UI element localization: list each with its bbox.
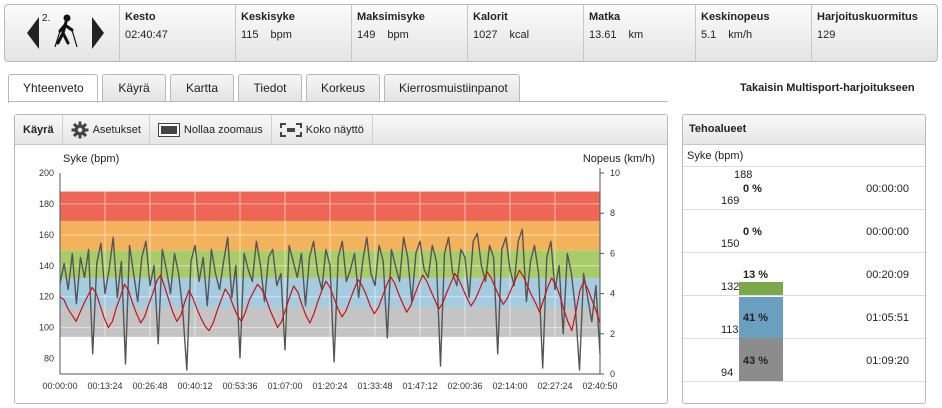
zone-percentage: 41 %	[743, 312, 769, 324]
settings-button[interactable]: Asetukset	[63, 115, 150, 144]
zone-row: 188 169 0 % 00:00:00	[683, 167, 925, 210]
workout-stats-bar: 2. Kesto 02:40:47 Keskisyke 115 bpm Maksi…	[4, 4, 938, 62]
zone-row: 113 41 % 01:05:51	[683, 296, 925, 339]
y-left-axis-title: Syke (bpm)	[63, 153, 119, 165]
stat-distance: Matka 13.61 km	[584, 5, 696, 61]
x-tick-label-0: 00:00:00	[42, 381, 77, 391]
zones-title: Tehoalueet	[683, 115, 925, 145]
x-tick-label-2: 00:26:48	[132, 381, 167, 391]
zone-lower-limit: 132	[721, 281, 740, 293]
y-left-tick-label-1: 100	[39, 323, 54, 333]
next-arrow-icon[interactable]	[92, 17, 104, 49]
x-tick-label-11: 02:27:24	[537, 381, 572, 391]
tab-bar: Yhteenveto Käyrä Kartta Tiedot Korkeus K…	[8, 74, 524, 103]
zone-time: 00:20:09	[866, 269, 909, 281]
reset-zoom-button[interactable]: Nollaa zoomaus	[150, 115, 272, 144]
y-left-tick-label-3: 140	[39, 261, 54, 271]
zone-time: 00:00:00	[866, 183, 909, 195]
fullscreen-button[interactable]: Koko näyttö	[272, 115, 373, 144]
tab-altitude[interactable]: Korkeus	[306, 74, 380, 102]
tab-summary[interactable]: Yhteenveto	[8, 74, 98, 103]
zone-percentage: 0 %	[743, 183, 762, 195]
zone-row: 132 13 % 00:20:09	[683, 253, 925, 296]
heart-rate-series	[59, 269, 601, 332]
zone-percentage: 43 %	[743, 355, 769, 367]
zone-upper-limit: 188	[734, 169, 753, 181]
x-tick-label-3: 00:40:12	[177, 381, 212, 391]
y-right-tick-label-0: 0	[610, 369, 615, 379]
x-tick-label-1: 00:13:24	[87, 381, 122, 391]
tab-graph[interactable]: Käyrä	[102, 74, 166, 102]
nordic-walking-icon	[54, 14, 78, 48]
reset-zoom-icon	[157, 122, 180, 137]
zone-time: 01:09:20	[866, 355, 909, 367]
y-left-tick-label-6: 200	[39, 168, 54, 178]
y-right-tick-label-1: 2	[610, 329, 615, 339]
zone-time: 01:05:51	[866, 312, 909, 324]
y-right-axis-title: Nopeus (km/h)	[583, 153, 655, 165]
graph-toolbar-title: Käyrä	[15, 115, 63, 144]
speed-series	[59, 228, 601, 371]
reset-zoom-label: Nollaa zoomaus	[183, 123, 263, 136]
heart-rate-speed-chart[interactable]: 00:00:00 00:13:24 00:26:48 00:40:12 00:53:36…	[15, 146, 667, 404]
tab-map[interactable]: Kartta	[170, 74, 234, 102]
y-left-tick-label-4: 160	[39, 230, 54, 240]
tab-details[interactable]: Tiedot	[238, 74, 302, 102]
back-to-multisport-link[interactable]: Takaisin Multisport-harjoitukseen	[740, 82, 915, 94]
y-right-tick-label-5: 10	[610, 168, 620, 178]
settings-label: Asetukset	[92, 123, 141, 136]
graph-panel: Käyrä Asetukset Nollaa zoomaus	[14, 114, 668, 404]
graph-toolbar: Käyrä Asetukset Nollaa zoomaus	[15, 115, 667, 145]
y-right-tick-label-3: 6	[610, 248, 615, 258]
y-right-tick-label-2: 4	[610, 289, 615, 299]
zone-percentage: 13 %	[743, 269, 769, 281]
fullscreen-label: Koko näyttö	[305, 123, 364, 136]
workout-number: 2.	[42, 13, 51, 24]
x-tick-label-7: 01:33:48	[357, 381, 392, 391]
workout-navigator: 2.	[5, 5, 120, 61]
zone-lower-limit: 169	[721, 195, 740, 207]
stat-avg-hr: Keskisyke 115 bpm	[236, 5, 352, 61]
x-tick-label-4: 00:53:36	[222, 381, 257, 391]
tab-lap-notes[interactable]: Kierrosmuistiinpanot	[384, 74, 520, 102]
intensity-zones-panel: Tehoalueet Syke (bpm) 188 169 0 % 00:00:00 1…	[682, 114, 926, 404]
stat-training-load: Harjoituskuormitus 129	[817, 11, 918, 41]
zone-row: 150 0 % 00:00:00	[683, 210, 925, 253]
tabs-divider	[8, 101, 668, 102]
zone-time: 00:00:00	[866, 226, 909, 238]
zone-lower-limit: 113	[721, 324, 739, 336]
x-tick-label-9: 02:00:36	[447, 381, 482, 391]
previous-arrow-icon[interactable]	[27, 17, 39, 49]
y-left-tick-label-5: 180	[39, 199, 54, 209]
stat-avg-speed: Keskinopeus 5.1 km/h	[696, 5, 812, 61]
zone-rows: 188 169 0 % 00:00:00 150 0 % 00:00:00 132 13 % 00…	[683, 167, 925, 382]
zones-subtitle: Syke (bpm)	[683, 145, 925, 167]
gear-icon	[71, 121, 89, 138]
zone-percentage-bar	[739, 338, 783, 381]
stat-calories: Kalorit 1027 kcal	[468, 5, 584, 61]
zone-lower-limit: 150	[721, 238, 740, 250]
x-tick-label-12: 02:40:50	[582, 381, 617, 391]
x-tick-label-6: 01:20:24	[312, 381, 347, 391]
zone-percentage: 0 %	[743, 226, 762, 238]
fullscreen-icon	[279, 122, 302, 137]
x-tick-label-5: 01:07:00	[267, 381, 302, 391]
zone-percentage-bar	[739, 297, 783, 338]
stat-duration: Kesto 02:40:47	[120, 5, 236, 61]
y-left-tick-label-0: 80	[44, 354, 54, 364]
y-left-tick-label-2: 120	[39, 292, 54, 302]
x-tick-label-8: 01:47:12	[402, 381, 437, 391]
x-tick-label-10: 02:14:00	[492, 381, 527, 391]
zone-lower-limit: 94	[721, 367, 734, 379]
zone-row: 94 43 % 01:09:20	[683, 338, 925, 382]
y-right-tick-label-4: 8	[610, 208, 615, 218]
zone-percentage-bar	[739, 282, 783, 295]
stat-max-hr: Maksimisyke 149 bpm	[352, 5, 468, 61]
